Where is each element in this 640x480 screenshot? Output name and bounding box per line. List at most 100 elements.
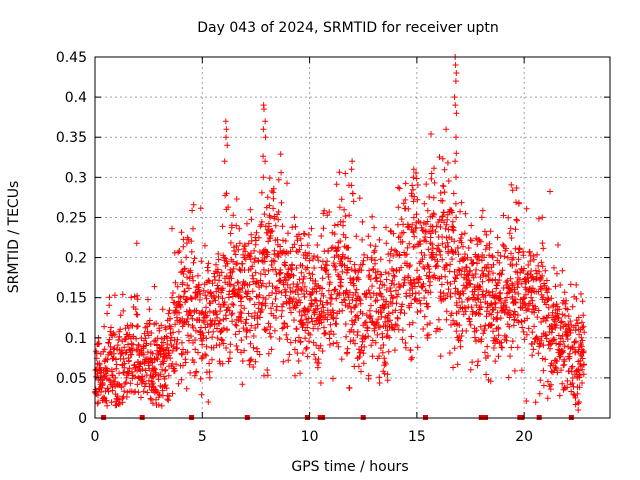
data-point bbox=[188, 248, 195, 255]
data-point bbox=[410, 166, 417, 173]
data-point bbox=[535, 350, 542, 357]
data-point bbox=[435, 242, 442, 249]
data-point bbox=[236, 240, 243, 247]
y-tick-label: 0.25 bbox=[56, 210, 87, 226]
data-point bbox=[377, 324, 383, 330]
data-point bbox=[420, 280, 427, 287]
data-point bbox=[270, 195, 277, 202]
data-point bbox=[508, 181, 515, 188]
data-point bbox=[180, 346, 186, 353]
data-point bbox=[398, 216, 405, 223]
data-point bbox=[532, 267, 539, 274]
data-point bbox=[437, 326, 443, 333]
data-point bbox=[99, 381, 106, 388]
data-point bbox=[358, 368, 364, 375]
data-point bbox=[151, 338, 158, 345]
data-point bbox=[442, 262, 449, 268]
data-point bbox=[383, 298, 390, 305]
data-point bbox=[214, 325, 220, 332]
data-point bbox=[315, 325, 321, 332]
data-point bbox=[169, 225, 175, 232]
data-point bbox=[456, 295, 463, 302]
data-point bbox=[359, 236, 366, 243]
data-point bbox=[542, 267, 549, 274]
data-point bbox=[397, 309, 404, 316]
data-point bbox=[449, 218, 456, 225]
data-point bbox=[430, 194, 437, 201]
data-point bbox=[434, 325, 441, 332]
data-point bbox=[503, 304, 510, 311]
data-point bbox=[465, 295, 472, 302]
data-point bbox=[152, 386, 159, 393]
data-point bbox=[374, 297, 381, 304]
data-point bbox=[181, 266, 188, 273]
data-point bbox=[170, 329, 177, 336]
data-point bbox=[135, 389, 142, 396]
data-point bbox=[421, 295, 428, 301]
data-point bbox=[247, 357, 254, 364]
data-point bbox=[544, 395, 551, 402]
data-point bbox=[223, 315, 230, 322]
data-point bbox=[554, 358, 561, 365]
data-point bbox=[389, 277, 396, 284]
data-point bbox=[260, 126, 267, 133]
data-point bbox=[451, 238, 458, 245]
data-point bbox=[229, 310, 236, 317]
data-point bbox=[464, 254, 471, 261]
data-point bbox=[385, 270, 392, 277]
y-axis-label: SRMTID / TECUs bbox=[6, 181, 22, 294]
data-point bbox=[175, 380, 182, 387]
data-point bbox=[449, 223, 456, 230]
data-point bbox=[378, 293, 385, 300]
data-point bbox=[383, 276, 390, 283]
data-point bbox=[329, 314, 336, 321]
data-point bbox=[184, 282, 191, 289]
data-point bbox=[111, 292, 118, 299]
data-point bbox=[494, 316, 501, 323]
data-point bbox=[193, 368, 200, 375]
data-point bbox=[343, 287, 350, 294]
data-point bbox=[423, 238, 430, 245]
data-point bbox=[245, 310, 252, 317]
data-point bbox=[341, 243, 348, 250]
data-point bbox=[551, 264, 557, 271]
data-point bbox=[369, 283, 376, 290]
data-point bbox=[567, 318, 574, 325]
data-point bbox=[166, 350, 173, 356]
data-point bbox=[210, 344, 217, 351]
data-point bbox=[564, 336, 571, 343]
data-point bbox=[444, 262, 450, 269]
data-point bbox=[266, 280, 273, 287]
data-point bbox=[501, 253, 508, 260]
data-point bbox=[215, 250, 222, 257]
data-point bbox=[355, 269, 362, 276]
data-point bbox=[499, 344, 506, 351]
data-point bbox=[180, 243, 187, 250]
data-point bbox=[363, 319, 369, 326]
data-point bbox=[216, 277, 222, 284]
data-point bbox=[575, 400, 582, 407]
data-point bbox=[414, 182, 421, 188]
data-point bbox=[403, 293, 410, 300]
data-point bbox=[406, 321, 413, 328]
data-point bbox=[557, 341, 564, 348]
data-point bbox=[453, 302, 460, 309]
data-point bbox=[251, 301, 258, 308]
data-point bbox=[560, 338, 567, 345]
data-point bbox=[456, 322, 463, 329]
data-point bbox=[311, 296, 318, 303]
data-point bbox=[515, 319, 522, 326]
data-point bbox=[549, 309, 556, 316]
data-point bbox=[341, 297, 348, 304]
data-point bbox=[133, 311, 140, 318]
data-point bbox=[120, 356, 127, 362]
data-point bbox=[439, 233, 446, 240]
data-point bbox=[534, 314, 541, 321]
data-point bbox=[267, 324, 274, 330]
data-point bbox=[510, 322, 517, 329]
data-point bbox=[195, 281, 202, 288]
data-point bbox=[391, 273, 398, 280]
data-point bbox=[372, 339, 379, 346]
data-point bbox=[452, 78, 459, 85]
data-point bbox=[564, 384, 571, 391]
